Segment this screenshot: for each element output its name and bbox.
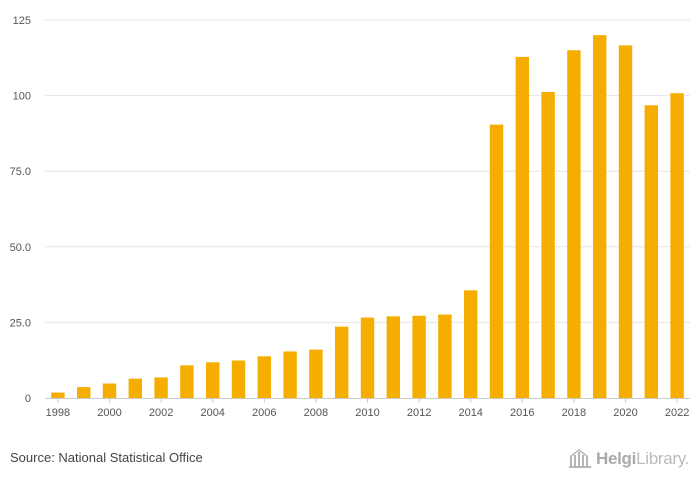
bar-2016 — [515, 56, 530, 399]
bar-2015 — [489, 124, 504, 398]
x-tick-label: 2012 — [407, 407, 431, 419]
y-tick-label: 25.0 — [10, 317, 31, 329]
y-axis-tick-labels: 0 25.0 50.0 75.0 100 125 — [10, 15, 31, 405]
bar-2017 — [541, 91, 555, 399]
bar-2011 — [386, 316, 401, 398]
bar-2004 — [205, 362, 220, 398]
x-tick-label: 2016 — [510, 407, 534, 419]
x-tick-label: 2000 — [97, 407, 121, 419]
x-tick-label: 2014 — [458, 407, 482, 419]
y-tick-label: 75.0 — [10, 166, 31, 178]
x-tick-label: 2018 — [562, 407, 586, 419]
y-tick-label: 125 — [13, 15, 31, 27]
x-tick-label: 2004 — [200, 407, 224, 419]
bar-2007 — [283, 351, 297, 398]
bar-2020 — [618, 45, 633, 398]
bar-2013 — [438, 314, 452, 398]
bar-2000 — [102, 383, 117, 398]
source-note: Source: National Statistical Office — [10, 450, 203, 465]
grid-lines — [45, 19, 690, 323]
brand-name-bold: Helgi — [596, 449, 637, 468]
brand-name-light: Library. — [636, 449, 690, 468]
bar-2006 — [257, 356, 272, 398]
y-tick-label: 100 — [13, 91, 31, 103]
x-tick-label: 2008 — [304, 407, 328, 419]
y-tick-label: 50.0 — [10, 242, 31, 254]
x-tick-label: 1998 — [46, 407, 70, 419]
bar-2001 — [128, 378, 143, 398]
bar-1999 — [76, 387, 91, 398]
x-tick-label: 2002 — [149, 407, 173, 419]
x-tick-label: 2006 — [252, 407, 276, 419]
x-axis — [45, 398, 690, 403]
bar-2002 — [154, 377, 168, 398]
bar-2010 — [360, 317, 375, 398]
bar-2019 — [592, 35, 607, 399]
helgi-library-logo: Helgi Library. — [568, 446, 689, 472]
bar-2005 — [231, 360, 246, 398]
x-axis-tick-labels: 1998 2000 2002 2004 2006 2008 2010 2012 2014 2016… — [46, 407, 690, 419]
x-tick-label: 2020 — [613, 407, 637, 419]
bar-2014 — [463, 290, 478, 398]
bar-1998 — [51, 392, 65, 398]
y-tick-label: 0 — [25, 393, 31, 405]
bar-2003 — [180, 365, 194, 398]
x-tick-label: 2022 — [665, 407, 689, 419]
bar-2021 — [644, 105, 659, 399]
bar-2018 — [567, 50, 581, 399]
bar-2008 — [309, 349, 323, 398]
helgi-library-icon — [569, 449, 591, 468]
bars — [51, 35, 684, 399]
bar-2009 — [334, 326, 349, 398]
bar-chart: 0 25.0 50.0 75.0 100 125 1998 2000 2002 2004 2006… — [10, 15, 690, 419]
bar-2022 — [670, 93, 684, 399]
bar-2012 — [412, 315, 426, 398]
x-tick-label: 2010 — [355, 407, 379, 419]
